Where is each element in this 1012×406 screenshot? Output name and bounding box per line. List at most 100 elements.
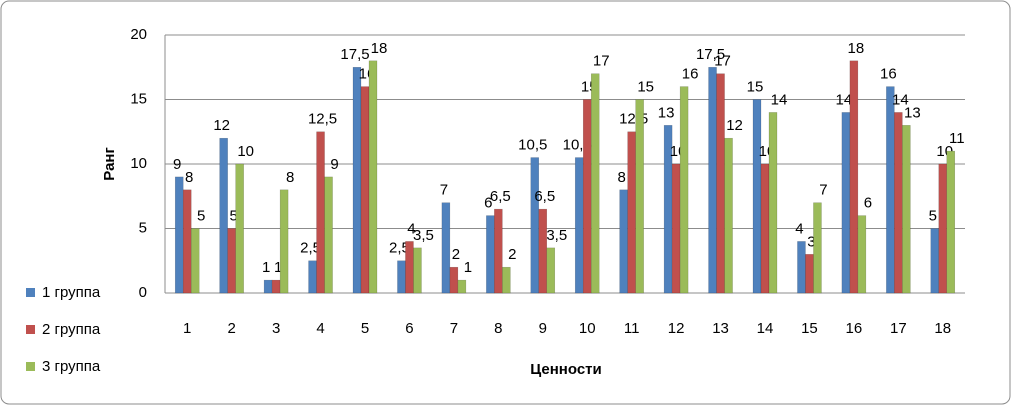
legend-swatch <box>26 362 35 371</box>
data-label: 12,5 <box>308 111 337 128</box>
data-label: 5 <box>197 207 205 224</box>
x-tick-label: 13 <box>712 320 729 337</box>
bar <box>324 176 333 294</box>
y-axis-title: Ранг <box>101 147 118 180</box>
data-label: 13 <box>904 104 921 121</box>
data-label: 16 <box>880 66 897 83</box>
data-label: 10 <box>237 143 254 160</box>
data-label: 8 <box>617 169 625 186</box>
data-label: 2 <box>508 246 516 263</box>
bar <box>752 99 762 294</box>
bar <box>227 228 236 294</box>
bar <box>219 137 228 294</box>
bar <box>174 176 184 294</box>
data-label: 11 <box>949 130 965 147</box>
bar <box>279 189 289 294</box>
data-label: 10,5 <box>518 137 547 154</box>
bar <box>708 67 717 294</box>
data-label: 16 <box>682 66 699 83</box>
data-label: 5 <box>929 207 937 224</box>
data-label: 4 <box>795 220 803 237</box>
bar <box>849 60 859 294</box>
bar <box>930 228 940 294</box>
data-label: 18 <box>848 40 865 57</box>
data-label: 3 <box>807 233 815 250</box>
bar <box>457 279 467 294</box>
bar <box>397 260 406 294</box>
x-axis-title: Ценности <box>530 361 601 378</box>
bar <box>413 247 422 294</box>
bar <box>494 208 503 294</box>
data-label: 17 <box>593 53 610 70</box>
bar <box>805 254 814 294</box>
bar <box>635 99 644 294</box>
data-label: 17,5 <box>340 46 369 63</box>
x-tick-label: 9 <box>539 320 547 337</box>
bar <box>360 86 370 294</box>
x-tick-label: 6 <box>405 320 413 337</box>
data-label: 13 <box>658 104 675 121</box>
data-label: 2,5 <box>389 240 410 257</box>
x-tick-label: 17 <box>890 320 907 337</box>
data-label: 15 <box>637 78 654 95</box>
bar <box>938 163 948 294</box>
data-label: 17 <box>714 53 731 70</box>
data-label: 3,5 <box>546 227 567 244</box>
bar <box>590 73 600 294</box>
bar <box>679 86 689 294</box>
data-label: 5 <box>229 207 237 224</box>
x-tick-label: 15 <box>801 320 818 337</box>
bar <box>530 157 540 294</box>
y-tick-label: 20 <box>130 26 147 43</box>
data-label: 3,5 <box>413 227 434 244</box>
x-tick-label: 14 <box>757 320 774 337</box>
bar <box>368 60 378 294</box>
bar <box>405 241 414 294</box>
data-label: 6 <box>864 195 872 212</box>
data-label: 9 <box>173 156 181 173</box>
bar <box>538 208 548 294</box>
data-label: 7 <box>819 182 827 199</box>
bar <box>190 228 200 294</box>
bar <box>768 112 778 294</box>
bar <box>760 163 770 294</box>
bar <box>449 266 459 294</box>
bar <box>619 189 628 294</box>
data-label: 6 <box>484 195 492 212</box>
y-tick-label: 0 <box>139 284 147 301</box>
data-label: 12 <box>213 117 230 134</box>
x-tick-label: 7 <box>450 320 458 337</box>
x-tick-label: 10 <box>579 320 596 337</box>
legend-swatch <box>26 325 35 334</box>
x-tick-label: 16 <box>846 320 863 337</box>
data-label: 1 <box>262 259 270 276</box>
x-tick-label: 4 <box>316 320 324 337</box>
x-tick-label: 1 <box>183 320 191 337</box>
data-label: 2 <box>452 246 460 263</box>
y-tick-label: 15 <box>130 90 147 107</box>
data-label: 2,5 <box>300 240 321 257</box>
bar <box>857 215 867 294</box>
bar <box>316 131 325 294</box>
data-label: 1 <box>274 259 282 276</box>
y-tick-label: 5 <box>139 219 147 236</box>
legend-label: 3 группа <box>42 358 101 375</box>
data-label: 6,5 <box>490 188 511 205</box>
x-tick-label: 18 <box>934 320 951 337</box>
x-tick-label: 2 <box>227 320 235 337</box>
x-tick-label: 12 <box>668 320 685 337</box>
bar <box>352 67 362 294</box>
data-label: 6,5 <box>534 188 555 205</box>
bar <box>308 260 317 294</box>
y-tick-label: 10 <box>130 155 147 172</box>
data-label: 7 <box>440 182 448 199</box>
bar <box>894 112 903 294</box>
data-label: 14 <box>771 91 788 108</box>
data-label: 4 <box>407 220 415 237</box>
bar <box>546 247 556 294</box>
bar <box>902 125 911 294</box>
data-label: 14 <box>836 91 853 108</box>
bar <box>841 112 851 294</box>
bar <box>502 266 511 294</box>
bar <box>182 189 192 294</box>
